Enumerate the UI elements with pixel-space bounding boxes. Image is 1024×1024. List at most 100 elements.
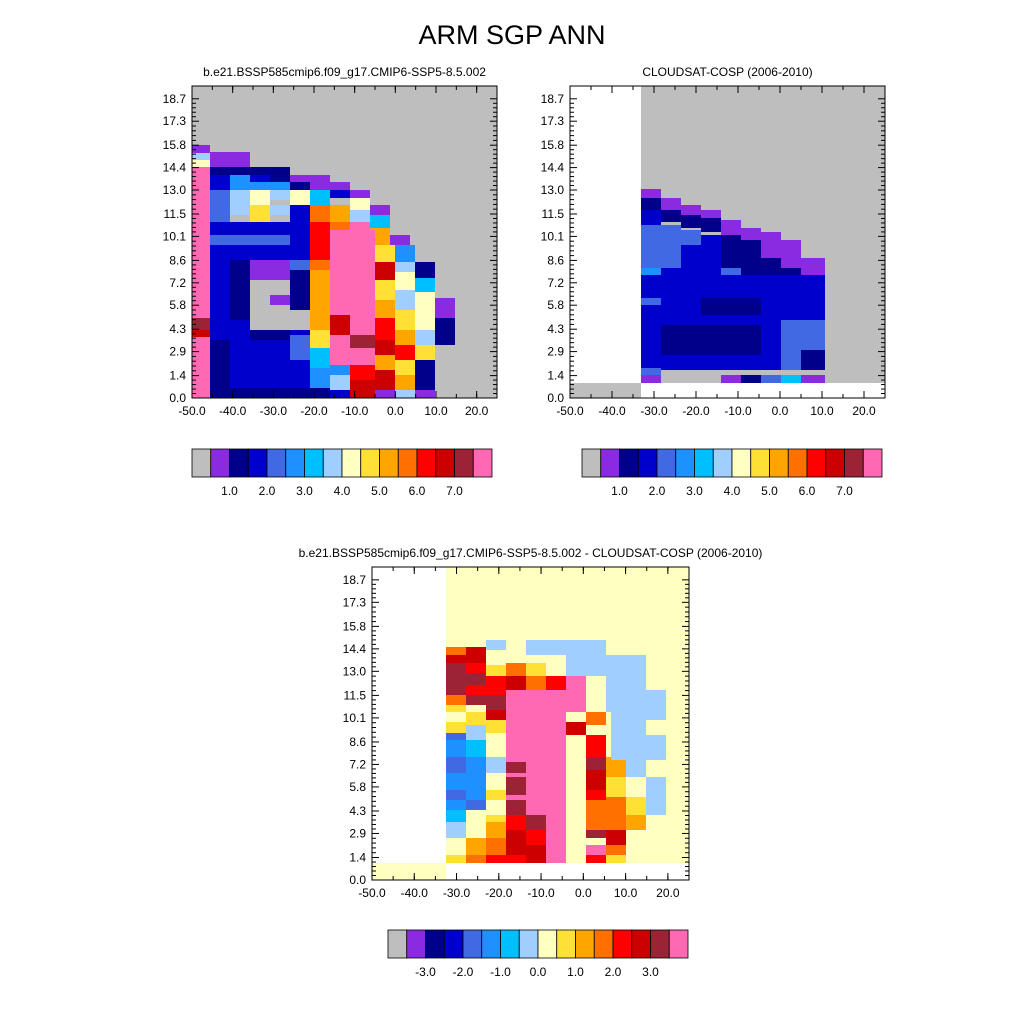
diff-cell [606,830,626,845]
diff-colorbar-label: -3.0 [415,965,436,979]
diff-cell [526,830,546,845]
diff-colorbar-swatch [593,929,614,959]
diff-cell [586,725,606,735]
diff-cell [626,797,646,815]
obs-panel [569,85,886,478]
diff-cell [446,790,466,800]
model-cell [330,222,350,230]
diff-cell [586,830,606,838]
model-cell [310,270,330,330]
diff-cell [486,665,506,676]
model-cell [250,167,290,175]
model-xtick-label: -30.0 [260,404,288,418]
diff-cell [506,777,526,795]
obs-cell [825,383,885,398]
model-cell [375,318,395,340]
diff-cell [466,855,486,863]
model-cell [210,190,230,230]
diff-cell [546,676,566,690]
model-cell [435,298,455,318]
obs-cell [721,375,741,383]
figure-title: ARM SGP ANN [418,20,606,50]
diff-cell [446,705,466,712]
obs-cell [721,250,761,268]
obs-xtick-label: -30.0 [640,404,668,418]
model-cell [375,355,395,370]
diff-cell [506,815,526,830]
diff-cell [506,845,526,855]
model-colorbar-swatch [379,448,399,478]
obs-cell [741,375,761,383]
obs-colorbar-swatch [844,448,864,478]
diff-cell [446,810,466,822]
diff-cell [466,773,486,790]
model-colorbar-swatch [360,448,380,478]
diff-cell [486,800,506,815]
obs-cell [741,228,761,240]
model-cell [290,270,310,290]
obs-colorbar-label: 6.0 [799,484,816,498]
model-cell [210,388,330,398]
diff-cell [646,690,666,700]
model-colorbar-label: 6.0 [409,484,426,498]
obs-colorbar-swatch [581,448,602,478]
obs-ytick-label: 8.6 [547,253,564,267]
diff-cell [646,735,666,760]
model-cell [290,205,310,230]
model-cell [395,390,415,398]
obs-colorbar-swatch [637,448,658,478]
diff-cell [466,822,486,838]
obs-ytick-label: 15.8 [541,138,565,152]
diff-cell [566,655,606,676]
diff-cell [466,740,486,757]
diff-cell [486,710,506,720]
obs-cell [801,350,825,370]
obs-colorbar-swatch [656,448,677,478]
obs-ytick-label: 5.8 [547,298,564,312]
model-colorbar-swatch [472,448,493,478]
diff-cell [606,855,626,863]
obs-cell [801,375,825,383]
diff-cell [526,855,546,863]
diff-cell [606,757,626,777]
diff-colorbar-swatch [668,929,689,959]
model-cell [435,345,455,360]
model-cell [395,375,415,390]
diff-ytick-label: 17.3 [343,595,367,609]
diff-xtick-label: -30.0 [443,886,471,900]
obs-cell [641,225,661,255]
model-frame [191,85,498,399]
diff-cell [566,712,586,722]
obs-cell [721,235,741,250]
diff-cell [506,800,526,815]
obs-ytick-label: 7.2 [547,276,564,290]
model-ytick-label: 13.0 [163,183,187,197]
diff-colorbar-label: 0.0 [530,965,547,979]
obs-cell [641,368,661,375]
obs-cell [781,375,801,383]
model-xtick-label: 10.0 [424,404,448,418]
diff-cell [566,722,586,735]
model-cell [210,167,250,175]
obs-cell [681,230,701,245]
model-cell [192,330,210,337]
model-cell [375,370,395,390]
model-cell [330,205,350,222]
diff-ytick-label: 2.9 [349,826,366,840]
obs-colorbar-swatch [862,448,883,478]
diff-colorbar-swatch [425,929,445,959]
model-ytick-label: 1.4 [169,369,186,383]
diff-cell [586,845,606,855]
obs-cell [641,210,661,225]
diff-colorbar-swatch [443,929,464,959]
model-cell [310,368,330,380]
diff-colorbar-swatch [462,929,483,959]
diff-cell [526,676,546,690]
diff-cell [466,705,486,712]
model-colorbar-label: 1.0 [221,484,238,498]
model-cell [250,260,290,280]
diff-ytick-label: 18.7 [343,573,367,587]
model-cell [270,295,290,305]
diff-colorbar-swatch [556,929,576,959]
obs-colorbar-swatch [619,448,639,478]
